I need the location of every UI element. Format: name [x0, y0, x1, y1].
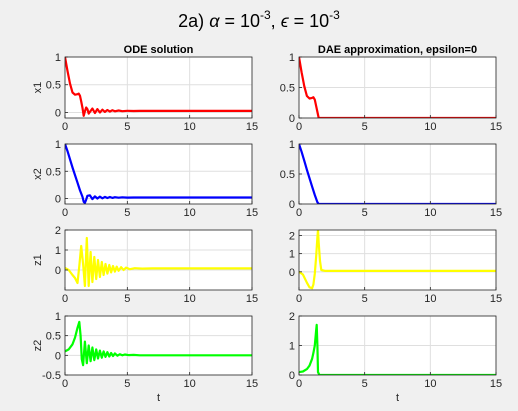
- y-axis-label: z1: [32, 254, 44, 266]
- y-tick-label: 1: [289, 341, 295, 353]
- x-tick-label: 15: [490, 378, 502, 390]
- x-tick-label: 0: [62, 378, 68, 390]
- y-tick-label: -0.5: [42, 370, 61, 382]
- x-tick-label: 0: [62, 207, 68, 219]
- x-tick-label: 5: [124, 378, 130, 390]
- y-tick-label: 0.5: [46, 166, 61, 178]
- x-tick-label: 5: [362, 293, 368, 305]
- x-tick-label: 0: [62, 293, 68, 305]
- x-tick-label: 0: [296, 293, 302, 305]
- series-line-0: [65, 320, 252, 367]
- x-tick-label: 10: [424, 121, 436, 133]
- axes-box: [64, 143, 253, 205]
- x-tick-label: 15: [246, 293, 258, 305]
- y-tick-label: 0: [289, 199, 295, 211]
- series-line-0: [65, 57, 252, 117]
- x-tick-label: 15: [246, 378, 258, 390]
- y-tick-label: 2: [289, 230, 295, 242]
- x-tick-label: 5: [362, 207, 368, 219]
- x-tick-label: 15: [246, 207, 258, 219]
- y-tick-label: 0: [55, 265, 61, 277]
- plot-area: [299, 230, 496, 290]
- x-tick-label: 0: [296, 121, 302, 133]
- x-axis-label: t: [396, 392, 399, 404]
- series-line-0: [65, 144, 252, 204]
- x-tick-label: 5: [362, 378, 368, 390]
- y-tick-label: 1: [289, 139, 295, 151]
- y-tick-label: 2: [289, 311, 295, 323]
- y-tick-label: 1: [289, 249, 295, 261]
- x-tick-label: 5: [124, 121, 130, 133]
- series-line-0: [299, 144, 496, 204]
- subplot-title: ODE solution: [124, 44, 194, 56]
- axes-box: [64, 229, 253, 291]
- x-tick-label: 15: [490, 207, 502, 219]
- y-tick-label: 0.5: [46, 80, 61, 92]
- subplot-2: 0 5 10 15 0 0.5 1 x2: [32, 139, 258, 219]
- y-tick-label: 1: [289, 52, 295, 64]
- subplot-0: 0 5 10 15 0 0.5 1 ODE solution x1: [32, 44, 258, 133]
- x-tick-label: 10: [184, 207, 196, 219]
- x-tick-label: 5: [362, 121, 368, 133]
- x-tick-label: 5: [124, 293, 130, 305]
- x-axis-label: t: [157, 392, 160, 404]
- subplot-3: 0 5 10 15 0 0.5 1: [280, 139, 502, 219]
- x-tick-label: 10: [184, 121, 196, 133]
- x-tick-label: 0: [62, 121, 68, 133]
- y-tick-label: 1: [55, 139, 61, 151]
- y-tick-label: 0.5: [280, 169, 295, 181]
- series-line-0: [65, 236, 252, 288]
- y-tick-label: 0.5: [46, 331, 61, 343]
- figure-title: 2a) α = 10-3, ϵ = 10-3: [178, 8, 340, 31]
- x-tick-label: 0: [296, 378, 302, 390]
- axes-box: [64, 56, 253, 119]
- subplot-4: 0 5 10 15 0 1 2 z1: [32, 225, 258, 305]
- plot-area: [65, 57, 252, 118]
- series-line-0: [299, 230, 496, 290]
- y-axis-label: x1: [32, 82, 44, 94]
- series-line-0: [299, 323, 496, 375]
- plot-area: [65, 316, 252, 375]
- subplot-title: DAE approximation, epsilon=0: [318, 44, 477, 56]
- x-tick-label: 10: [424, 293, 436, 305]
- axes-box: [298, 229, 497, 291]
- x-tick-label: 0: [296, 207, 302, 219]
- axes-box: [64, 315, 253, 376]
- x-tick-label: 5: [124, 207, 130, 219]
- y-tick-label: 0: [289, 370, 295, 382]
- x-tick-label: 15: [490, 293, 502, 305]
- x-tick-label: 15: [490, 121, 502, 133]
- y-tick-label: 1: [55, 52, 61, 64]
- y-tick-label: 1: [55, 245, 61, 257]
- y-axis-label: x2: [32, 168, 44, 180]
- x-tick-label: 10: [424, 378, 436, 390]
- subplot-7: 0 5 10 15 0 1 2 t: [289, 311, 502, 404]
- x-tick-label: 10: [424, 207, 436, 219]
- y-axis-label: z2: [32, 340, 44, 352]
- subplot-5: 0 5 10 15 0 1 2: [289, 229, 502, 305]
- series-line-0: [299, 57, 496, 118]
- subplot-1: 0 5 10 15 0 0.5 1 DAE approximation, epsilon=0: [280, 44, 502, 133]
- y-tick-label: 0: [289, 113, 295, 125]
- y-tick-label: 1: [55, 311, 61, 323]
- y-tick-label: 0: [55, 350, 61, 362]
- y-tick-label: 0: [55, 107, 61, 119]
- x-tick-label: 10: [184, 378, 196, 390]
- y-tick-label: 0: [55, 194, 61, 206]
- y-tick-label: 0.5: [280, 83, 295, 95]
- plot-area: [65, 144, 252, 204]
- y-tick-label: 2: [55, 225, 61, 237]
- x-tick-label: 15: [246, 121, 258, 133]
- y-tick-label: 0: [289, 267, 295, 279]
- x-tick-label: 10: [184, 293, 196, 305]
